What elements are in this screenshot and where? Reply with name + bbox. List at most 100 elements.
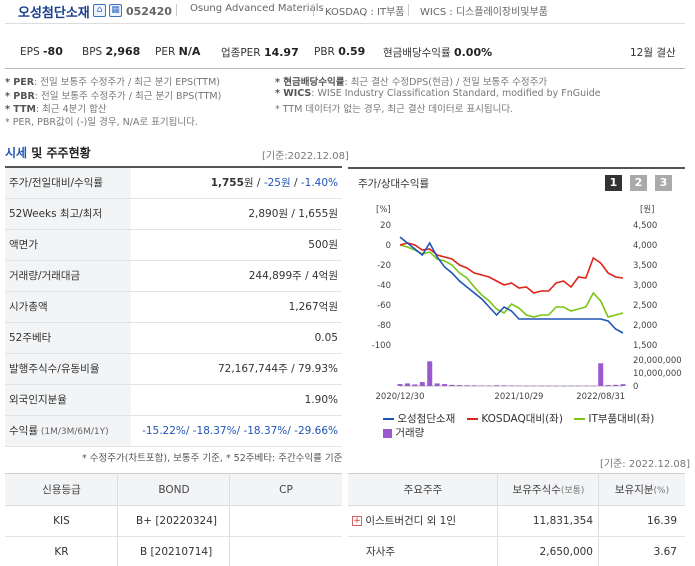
legend-item: IT부품대비(좌) — [574, 411, 654, 426]
volume-bar — [531, 385, 537, 387]
column-header: 주요주주 — [348, 473, 498, 506]
volume-bar — [516, 385, 522, 387]
volume-bar — [397, 384, 403, 386]
table-row: 주가/전일대비/수익률 1,755원 / -25원 / -1.40% — [5, 168, 342, 199]
legend-item: 거래량 — [383, 425, 424, 440]
holder-pct: 16.39 — [599, 506, 685, 537]
divider — [5, 23, 685, 24]
volume-bar — [412, 384, 418, 386]
base-date: [기준:2022.12.08] — [262, 151, 349, 162]
period-button-2[interactable]: 2 — [630, 175, 647, 191]
table-row: 시가총액 1,267억원 — [5, 292, 342, 323]
stock-code: 052420 — [126, 5, 172, 18]
row-value: 1,267억원 — [288, 301, 338, 313]
volume-bar — [590, 385, 596, 387]
volume-axis-tick: 0 — [633, 382, 638, 392]
column-header: BOND — [118, 473, 230, 506]
legend-swatch — [383, 418, 394, 420]
left-axis-tick: -100 — [372, 341, 391, 351]
volume-bar — [427, 361, 433, 386]
row-label: 주가/전일대비/수익률 — [5, 168, 131, 198]
volume-bar — [434, 383, 440, 386]
x-axis-tick: 2020/12/30 — [376, 392, 425, 402]
period-button-3[interactable]: 3 — [655, 175, 672, 191]
metric-pbr: PBR 0.59 — [314, 45, 366, 58]
volume-bar — [419, 382, 425, 386]
row-label: 액면가 — [5, 230, 131, 260]
volume-bar — [471, 385, 477, 386]
divider — [313, 4, 314, 16]
volume-bar — [456, 385, 462, 386]
section-title: 시세 및 주주현황 — [5, 146, 91, 160]
column-header: 보유주식수(보통) — [498, 473, 599, 506]
legend-swatch — [574, 418, 585, 420]
volume-bar — [404, 383, 410, 386]
table-row: 발행주식수/유동비율 72,167,744주 / 79.93% — [5, 354, 342, 385]
bond-rating: B+ [20220324] — [118, 506, 230, 537]
credit-agency: KR — [5, 537, 118, 566]
divider — [176, 4, 177, 16]
note-wics: * WICS: WISE Industry Classification Sta… — [275, 88, 601, 99]
series-line-price — [399, 236, 624, 334]
period-button-1[interactable]: 1 — [605, 175, 622, 191]
volume-axis-tick: 10,000,000 — [633, 369, 682, 379]
volume-bar — [546, 385, 552, 387]
row-value: 72,167,744주 / 79.93% — [217, 363, 338, 375]
row-label: 52Weeks 최고/최저 — [5, 199, 131, 229]
row-value: 500원 — [308, 239, 338, 251]
volume-bar — [605, 385, 611, 386]
column-header: 보유지분(%) — [599, 473, 685, 506]
volume-bar — [449, 384, 455, 386]
divider — [408, 4, 409, 16]
metric-per: PER N/A — [155, 45, 201, 58]
divider — [229, 473, 230, 566]
note-pbr: * PBR: 전일 보통주 수정주가 / 최근 분기 BPS(TTM) — [5, 91, 222, 102]
column-header: CP — [230, 473, 342, 506]
right-axis-tick: 2,000 — [633, 321, 657, 331]
volume-bar — [575, 385, 581, 387]
holder-shares: 11,831,354 — [498, 506, 599, 537]
stock-header: 오성첨단소재 ⌂ ▦ 052420 Osung Advanced Materia… — [0, 0, 695, 69]
table-row: 외국인지분율 1.90% — [5, 385, 342, 416]
bond-rating: B [20210714] — [118, 537, 230, 566]
note-ttm-missing: * TTM 데이터가 없는 경우, 최근 결산 데이터로 표시됩니다. — [275, 104, 514, 115]
building-icon[interactable]: ▦ — [109, 4, 122, 17]
holder-row-name: 자사주 — [348, 537, 498, 566]
volume-bar — [486, 385, 492, 387]
chart-base-date: [기준: 2022.12.08] — [600, 459, 691, 470]
right-axis-unit: [원] — [640, 205, 654, 215]
home-icon[interactable]: ⌂ — [93, 4, 106, 17]
cp-rating — [230, 537, 342, 566]
row-value: -15.22%/ -18.37%/ -18.37%/ -29.66% — [142, 425, 338, 437]
chart-title: 주가/상대수익률 — [358, 178, 430, 190]
row-label: 거래량/거래대금 — [5, 261, 131, 291]
volume-axis-tick: 20,000,000 — [633, 356, 682, 366]
plus-icon[interactable]: + — [352, 516, 362, 526]
volume-bar — [613, 384, 619, 386]
table-row: 거래량/거래대금 244,899주 / 4억원 — [5, 261, 342, 292]
left-axis-tick: 0 — [386, 241, 391, 251]
metric-eps: EPS -80 — [20, 45, 63, 58]
holder-row-name[interactable]: + 이스트버건디 외 1인 — [348, 506, 498, 537]
volume-bar — [598, 363, 604, 386]
right-axis-tick: 3,500 — [633, 261, 657, 271]
row-label: 시가총액 — [5, 292, 131, 322]
divider — [5, 68, 685, 69]
right-axis-tick: 2,500 — [633, 301, 657, 311]
divider — [117, 473, 118, 566]
row-label: 수익률 (1M/3M/6M/1Y) — [5, 416, 131, 446]
table-row: 액면가 500원 — [5, 230, 342, 261]
left-axis-tick: 20 — [380, 221, 391, 231]
cp-rating — [230, 506, 342, 537]
column-header: 신용등급 — [5, 473, 118, 506]
row-value: 1.90% — [304, 394, 338, 406]
note-ttm: * TTM: 최근 4분기 합산 — [5, 104, 107, 115]
volume-bar — [494, 385, 500, 386]
series-line-kosdaq-relative — [399, 242, 624, 294]
metric-bps: BPS 2,968 — [82, 45, 141, 58]
volume-bar — [538, 385, 544, 387]
company-name: 오성첨단소재 — [18, 6, 90, 21]
volume-bar — [553, 385, 559, 387]
left-axis-unit: [%] — [376, 205, 391, 215]
metric-industry-per: 업종PER 14.97 — [221, 46, 299, 59]
